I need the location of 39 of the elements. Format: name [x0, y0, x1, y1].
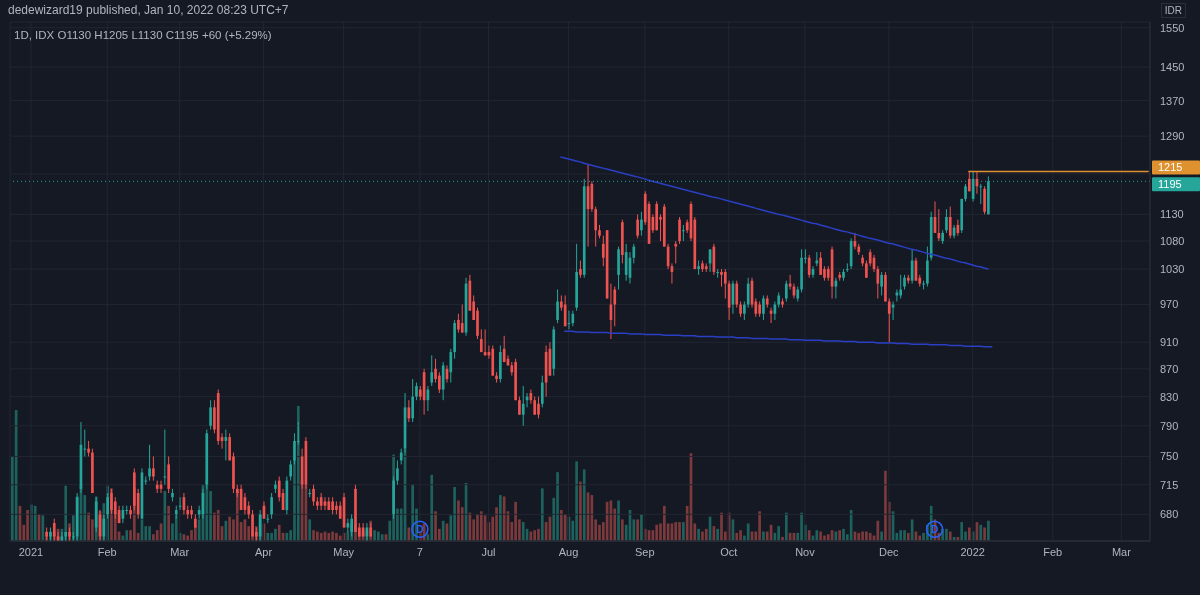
y-tick-label: 1030 [1160, 263, 1185, 275]
x-tick-label: Sep [635, 545, 655, 558]
x-tick-label: Oct [720, 545, 738, 558]
x-tick-label: Feb [1043, 545, 1063, 558]
y-tick-label: 680 [1160, 508, 1179, 521]
series-label: 1215 [1158, 161, 1183, 174]
x-tick-label: Dec [879, 545, 900, 558]
price-tag: 1215 [1152, 160, 1200, 175]
y-tick-label: 1080 [1160, 235, 1185, 247]
text: D [416, 523, 424, 535]
text: 1D, IDX O1130 H1205 L1130 C1195 +60 (+5.29%) [14, 29, 272, 41]
x-tick-label: 2022 [960, 545, 985, 558]
x-tick-label: Mar [170, 545, 190, 558]
x-tick-label: Aug [558, 545, 579, 558]
y-tick-label: 1370 [1160, 94, 1185, 107]
y-tick-label: 715 [1160, 478, 1179, 491]
y-tick-label: 830 [1160, 390, 1179, 403]
x-tick-label: Nov [795, 545, 816, 558]
y-tick-label: 1290 [1160, 130, 1185, 143]
y-tick-label: 1130 [1160, 208, 1184, 221]
y-tick-label: 910 [1160, 336, 1179, 349]
x-tick-label: 2021 [18, 545, 44, 558]
y-tick-label: 970 [1160, 298, 1179, 311]
chart-title: dedewizard19 published, Jan 10, 2022 08:23 UTC+7 [8, 3, 289, 17]
x-tick-label: Jul [481, 545, 496, 558]
y-tick-label: 1550 [1160, 21, 1185, 34]
x-tick-label: May [333, 545, 355, 558]
y-tick-label: 1450 [1160, 60, 1185, 73]
y-tick-label: 790 [1160, 419, 1179, 432]
y-axis-title: IDR [1160, 3, 1186, 18]
series-label: D [930, 523, 939, 535]
ref-line-label: 1195 [1158, 178, 1182, 191]
y-tick-label: 750 [1160, 450, 1179, 463]
x-tick-label: Mar [1111, 545, 1132, 558]
price-tag: 1195 [1152, 177, 1200, 192]
y-tick-label: 870 [1160, 362, 1179, 375]
x-tick-label: Feb [97, 545, 117, 558]
x-tick-label: 7 [416, 545, 423, 558]
x-tick-label: Apr [254, 545, 273, 558]
